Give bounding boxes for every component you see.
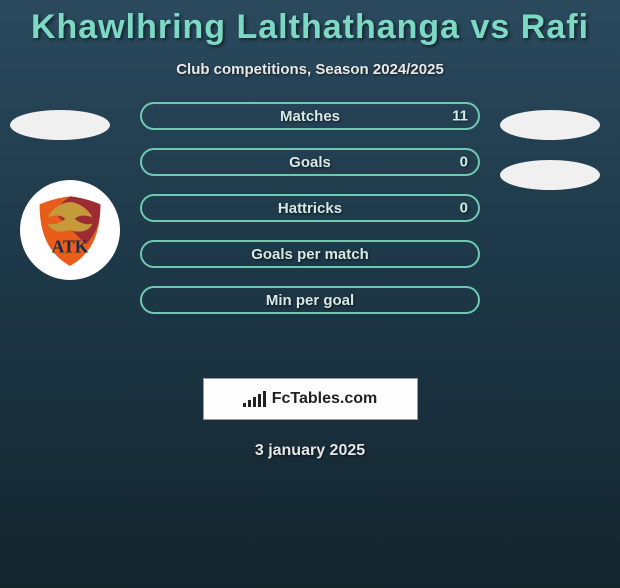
player2-avatar-placeholder-2 xyxy=(500,160,600,190)
subtitle: Club competitions, Season 2024/2025 xyxy=(0,61,620,78)
stat-row-hattricks: Hattricks 0 xyxy=(140,194,480,222)
stat-value-right: 0 xyxy=(460,154,468,171)
page-title: Khawlhring Lalthathanga vs Rafi xyxy=(0,8,620,47)
stat-row-goals-per-match: Goals per match xyxy=(140,240,480,268)
stat-label: Hattricks xyxy=(278,200,342,217)
stat-label: Matches xyxy=(280,108,340,125)
stat-label: Min per goal xyxy=(266,292,354,309)
stat-rows: Matches 11 Goals 0 Hattricks 0 Goals per… xyxy=(140,102,480,332)
comparison-panel: ATK Matches 11 Goals 0 Hattricks 0 Goals… xyxy=(0,110,620,370)
club-badge-icon: ATK xyxy=(30,190,110,270)
stat-label: Goals per match xyxy=(251,246,369,263)
stat-value-right: 11 xyxy=(452,108,468,125)
player1-club-badge: ATK xyxy=(20,180,120,280)
brand-text: FcTables.com xyxy=(272,390,378,408)
player2-avatar-placeholder-1 xyxy=(500,110,600,140)
stat-label: Goals xyxy=(289,154,331,171)
brand-watermark: FcTables.com xyxy=(203,378,418,420)
badge-text: ATK xyxy=(52,236,89,256)
stat-row-min-per-goal: Min per goal xyxy=(140,286,480,314)
player1-avatar-placeholder xyxy=(10,110,110,140)
stat-row-goals: Goals 0 xyxy=(140,148,480,176)
stat-value-right: 0 xyxy=(460,200,468,217)
brand-bars-icon xyxy=(243,391,266,407)
date-line: 3 january 2025 xyxy=(0,442,620,460)
stat-row-matches: Matches 11 xyxy=(140,102,480,130)
